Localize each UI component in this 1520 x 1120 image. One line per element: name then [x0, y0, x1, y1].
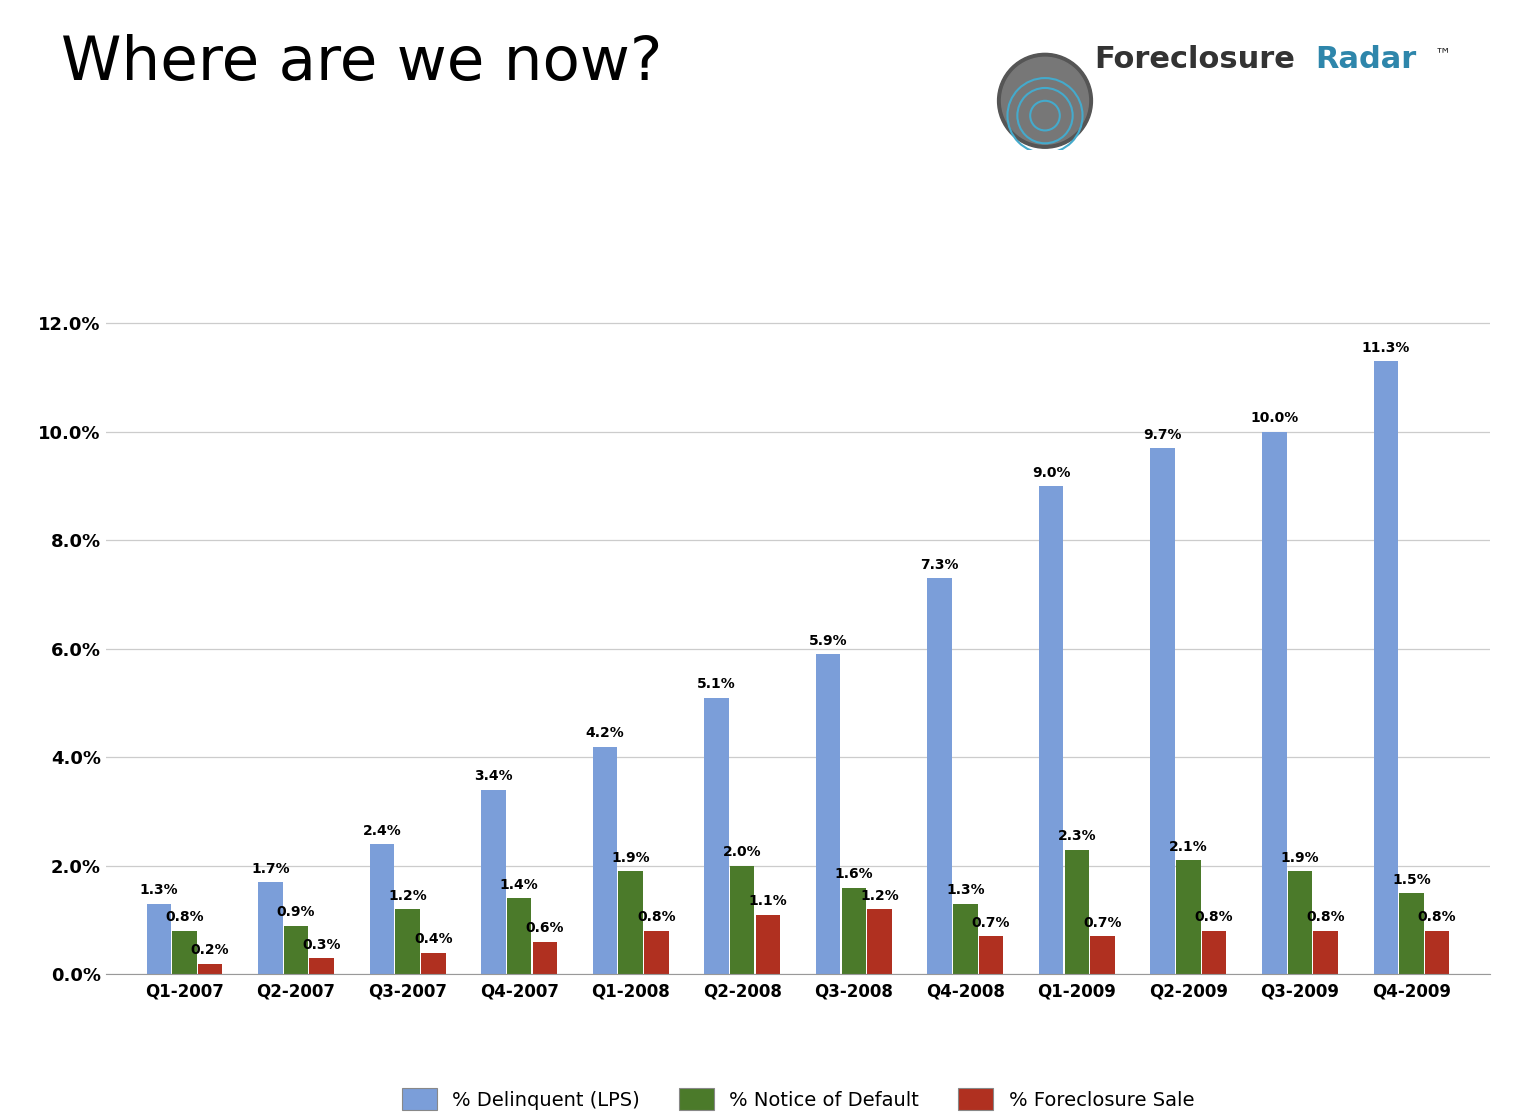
- Text: 1.5%: 1.5%: [1392, 872, 1430, 887]
- Bar: [482, 790, 506, 974]
- Bar: [421, 953, 445, 974]
- Bar: [1424, 931, 1450, 974]
- Bar: [1090, 936, 1114, 974]
- Text: Radar: Radar: [1315, 45, 1417, 74]
- Bar: [842, 887, 866, 974]
- Text: ™: ™: [1435, 45, 1452, 63]
- Text: 5.9%: 5.9%: [809, 634, 848, 647]
- Bar: [730, 866, 754, 974]
- Text: 1.3%: 1.3%: [945, 884, 985, 897]
- Bar: [1374, 362, 1398, 974]
- Text: 1.2%: 1.2%: [388, 889, 427, 903]
- Text: 0.6%: 0.6%: [526, 922, 564, 935]
- Bar: [1400, 893, 1424, 974]
- Bar: [866, 909, 892, 974]
- Text: 0.9%: 0.9%: [277, 905, 315, 920]
- Bar: [1262, 432, 1286, 974]
- Text: 7.3%: 7.3%: [921, 558, 959, 572]
- Text: 1.9%: 1.9%: [1281, 851, 1319, 865]
- Text: 0.8%: 0.8%: [1195, 911, 1233, 924]
- Text: 0.7%: 0.7%: [971, 916, 1011, 930]
- Text: 9.0%: 9.0%: [1032, 466, 1070, 479]
- Text: 1.7%: 1.7%: [251, 861, 290, 876]
- Text: 1.9%: 1.9%: [611, 851, 651, 865]
- Circle shape: [1002, 57, 1088, 144]
- Text: 1.1%: 1.1%: [748, 894, 787, 908]
- Bar: [310, 958, 334, 974]
- Text: 1.3%: 1.3%: [140, 884, 178, 897]
- Text: Where are we now?: Where are we now?: [61, 34, 663, 93]
- Text: 1.6%: 1.6%: [834, 867, 872, 881]
- Text: 1.4%: 1.4%: [500, 878, 538, 892]
- Text: 0.8%: 0.8%: [166, 911, 204, 924]
- Text: 5.1%: 5.1%: [698, 678, 736, 691]
- Bar: [1176, 860, 1201, 974]
- Bar: [644, 931, 669, 974]
- Bar: [395, 909, 420, 974]
- Bar: [1313, 931, 1338, 974]
- Text: 9.7%: 9.7%: [1143, 428, 1183, 441]
- Bar: [369, 844, 394, 974]
- Text: 2.4%: 2.4%: [363, 823, 401, 838]
- Bar: [593, 747, 617, 974]
- Bar: [1040, 486, 1064, 974]
- Text: 10.0%: 10.0%: [1249, 411, 1298, 426]
- Text: 1.2%: 1.2%: [860, 889, 898, 903]
- Bar: [146, 904, 172, 974]
- Bar: [1064, 850, 1090, 974]
- Text: 2.3%: 2.3%: [1058, 829, 1096, 843]
- Bar: [1151, 448, 1175, 974]
- Text: 0.8%: 0.8%: [637, 911, 676, 924]
- Text: 0.8%: 0.8%: [1418, 911, 1456, 924]
- Text: 2.0%: 2.0%: [724, 846, 762, 859]
- Text: 4.2%: 4.2%: [585, 726, 625, 740]
- Text: 0.4%: 0.4%: [413, 932, 453, 946]
- Bar: [927, 578, 952, 974]
- Text: 0.8%: 0.8%: [1306, 911, 1345, 924]
- Text: 3.4%: 3.4%: [474, 769, 512, 784]
- Bar: [816, 654, 841, 974]
- Circle shape: [997, 54, 1093, 148]
- Text: 0.7%: 0.7%: [1084, 916, 1122, 930]
- Bar: [258, 883, 283, 974]
- Text: 0.3%: 0.3%: [302, 937, 340, 952]
- Bar: [1202, 931, 1227, 974]
- Bar: [979, 936, 1003, 974]
- Bar: [755, 915, 780, 974]
- Legend: % Delinquent (LPS), % Notice of Default, % Foreclosure Sale: % Delinquent (LPS), % Notice of Default,…: [394, 1081, 1202, 1118]
- Bar: [198, 963, 222, 974]
- Text: 11.3%: 11.3%: [1362, 340, 1411, 355]
- Bar: [1287, 871, 1312, 974]
- Bar: [172, 931, 196, 974]
- Text: Foreclosure: Foreclosure: [1094, 45, 1295, 74]
- Bar: [284, 925, 309, 974]
- Text: 0.2%: 0.2%: [192, 943, 230, 956]
- Bar: [532, 942, 556, 974]
- Bar: [619, 871, 643, 974]
- Bar: [506, 898, 532, 974]
- Bar: [704, 698, 730, 974]
- Bar: [953, 904, 977, 974]
- Text: 2.1%: 2.1%: [1169, 840, 1208, 853]
